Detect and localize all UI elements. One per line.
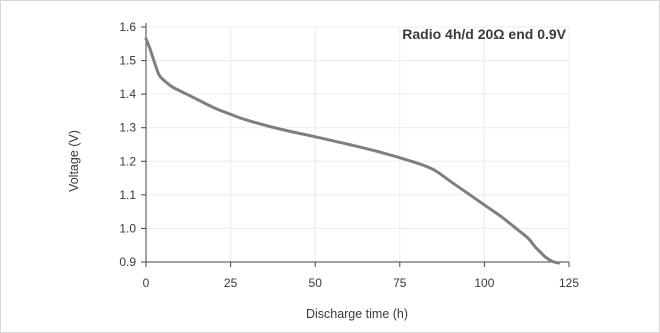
axes xyxy=(145,23,569,263)
plot-area xyxy=(144,37,561,265)
x-tick-label: 100 xyxy=(474,276,494,290)
x-tick-label: 0 xyxy=(143,276,150,290)
y-tick-label: 1.5 xyxy=(119,54,136,68)
y-axis-title: Voltage (V) xyxy=(67,130,81,192)
x-axis-title: Discharge time (h) xyxy=(306,307,408,321)
y-tick-label: 1.1 xyxy=(119,188,136,202)
y-tick-label: 1.0 xyxy=(119,221,136,235)
y-tick-label: 1.4 xyxy=(119,87,136,101)
y-tick-label: 1.3 xyxy=(119,121,136,135)
y-tick-label: 0.9 xyxy=(119,255,136,269)
x-tick-label: 75 xyxy=(393,276,407,290)
x-tick-label: 25 xyxy=(224,276,238,290)
x-tick-label: 50 xyxy=(309,276,323,290)
series-line xyxy=(144,37,561,265)
x-tick-label: 125 xyxy=(559,276,579,290)
y-tick-label: 1.6 xyxy=(119,20,136,34)
grid xyxy=(146,26,570,262)
y-tick-label: 1.2 xyxy=(119,154,136,168)
chart-annotation: Radio 4h/d 20Ω end 0.9V xyxy=(402,26,566,42)
ticks: 0.9 1.0 1.1 1.2 1.3 1.4 1.5 1.6 0 25 50 75 100 125 xyxy=(119,20,579,290)
